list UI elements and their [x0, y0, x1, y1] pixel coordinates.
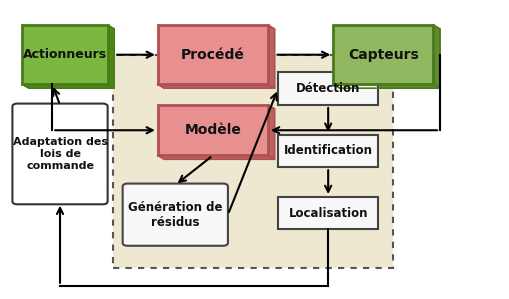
- Text: Procédé: Procédé: [181, 48, 244, 62]
- FancyBboxPatch shape: [12, 103, 107, 204]
- Bar: [157, 105, 268, 155]
- Bar: [277, 135, 378, 167]
- Text: Capteurs: Capteurs: [347, 48, 418, 62]
- Text: Adaptation des
lois de
commande: Adaptation des lois de commande: [13, 137, 107, 170]
- Polygon shape: [22, 84, 114, 88]
- Polygon shape: [268, 105, 274, 159]
- Polygon shape: [157, 84, 274, 88]
- Text: Localisation: Localisation: [288, 207, 367, 220]
- Text: Modèle: Modèle: [184, 123, 241, 137]
- Text: Détection: Détection: [295, 82, 360, 95]
- Text: Identification: Identification: [283, 144, 372, 158]
- Polygon shape: [107, 25, 114, 88]
- Polygon shape: [157, 155, 274, 159]
- Polygon shape: [433, 25, 439, 88]
- Bar: [332, 25, 433, 84]
- Bar: [22, 25, 107, 84]
- Text: Génération de
résidus: Génération de résidus: [128, 201, 222, 229]
- FancyBboxPatch shape: [123, 184, 228, 246]
- Polygon shape: [332, 84, 439, 88]
- Bar: [112, 55, 392, 268]
- Bar: [157, 25, 268, 84]
- Text: Actionneurs: Actionneurs: [23, 48, 107, 61]
- Bar: [277, 197, 378, 229]
- Polygon shape: [268, 25, 274, 88]
- Bar: [277, 72, 378, 105]
